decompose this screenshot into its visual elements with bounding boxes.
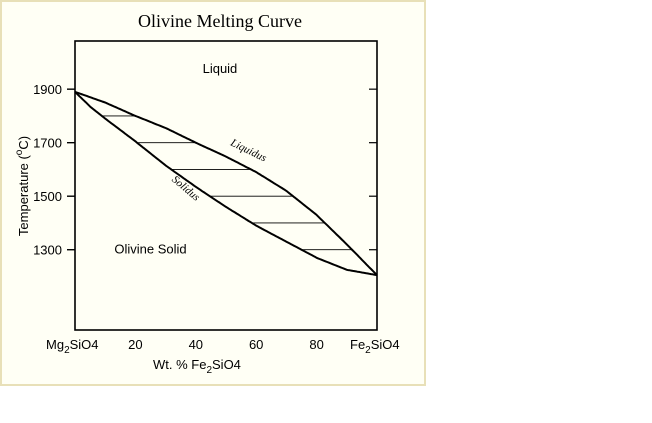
- x-tick-label: 80: [309, 337, 323, 352]
- y-tick-label: 1900: [33, 82, 62, 97]
- y-tick-label: 1500: [33, 189, 62, 204]
- y-axis-label: Temperature (oC): [14, 136, 31, 236]
- x-tick-label: 40: [189, 337, 203, 352]
- axis-labels: 1300 1500 1700 1900 20 40 60 80 Mg2SiO4 Fe2SiO4 Wt…: [14, 82, 400, 376]
- plot-frame: [74, 40, 378, 331]
- phase-curves: [74, 90, 378, 277]
- annotation-olivine-solid: Olivine Solid: [114, 242, 186, 257]
- x-tick-label: 20: [128, 337, 142, 352]
- tie-lines: [101, 115, 353, 251]
- solidus-curve: [74, 91, 378, 277]
- tick-marks: [67, 88, 377, 251]
- x-right-endpoint-label: Fe2SiO4: [350, 337, 400, 356]
- chart-title: Olivine Melting Curve: [138, 11, 302, 31]
- x-axis-label: Wt. % Fe2SiO4: [153, 357, 241, 376]
- figure-panel: [0, 0, 426, 386]
- x-tick-label: 60: [249, 337, 263, 352]
- annotation-liquid: Liquid: [203, 61, 238, 76]
- x-left-endpoint-label: Mg2SiO4: [46, 337, 99, 356]
- y-tick-label: 1300: [33, 243, 62, 258]
- liquidus-curve: [74, 90, 378, 276]
- plot-border: [74, 40, 378, 331]
- y-tick-label: 1700: [33, 136, 62, 151]
